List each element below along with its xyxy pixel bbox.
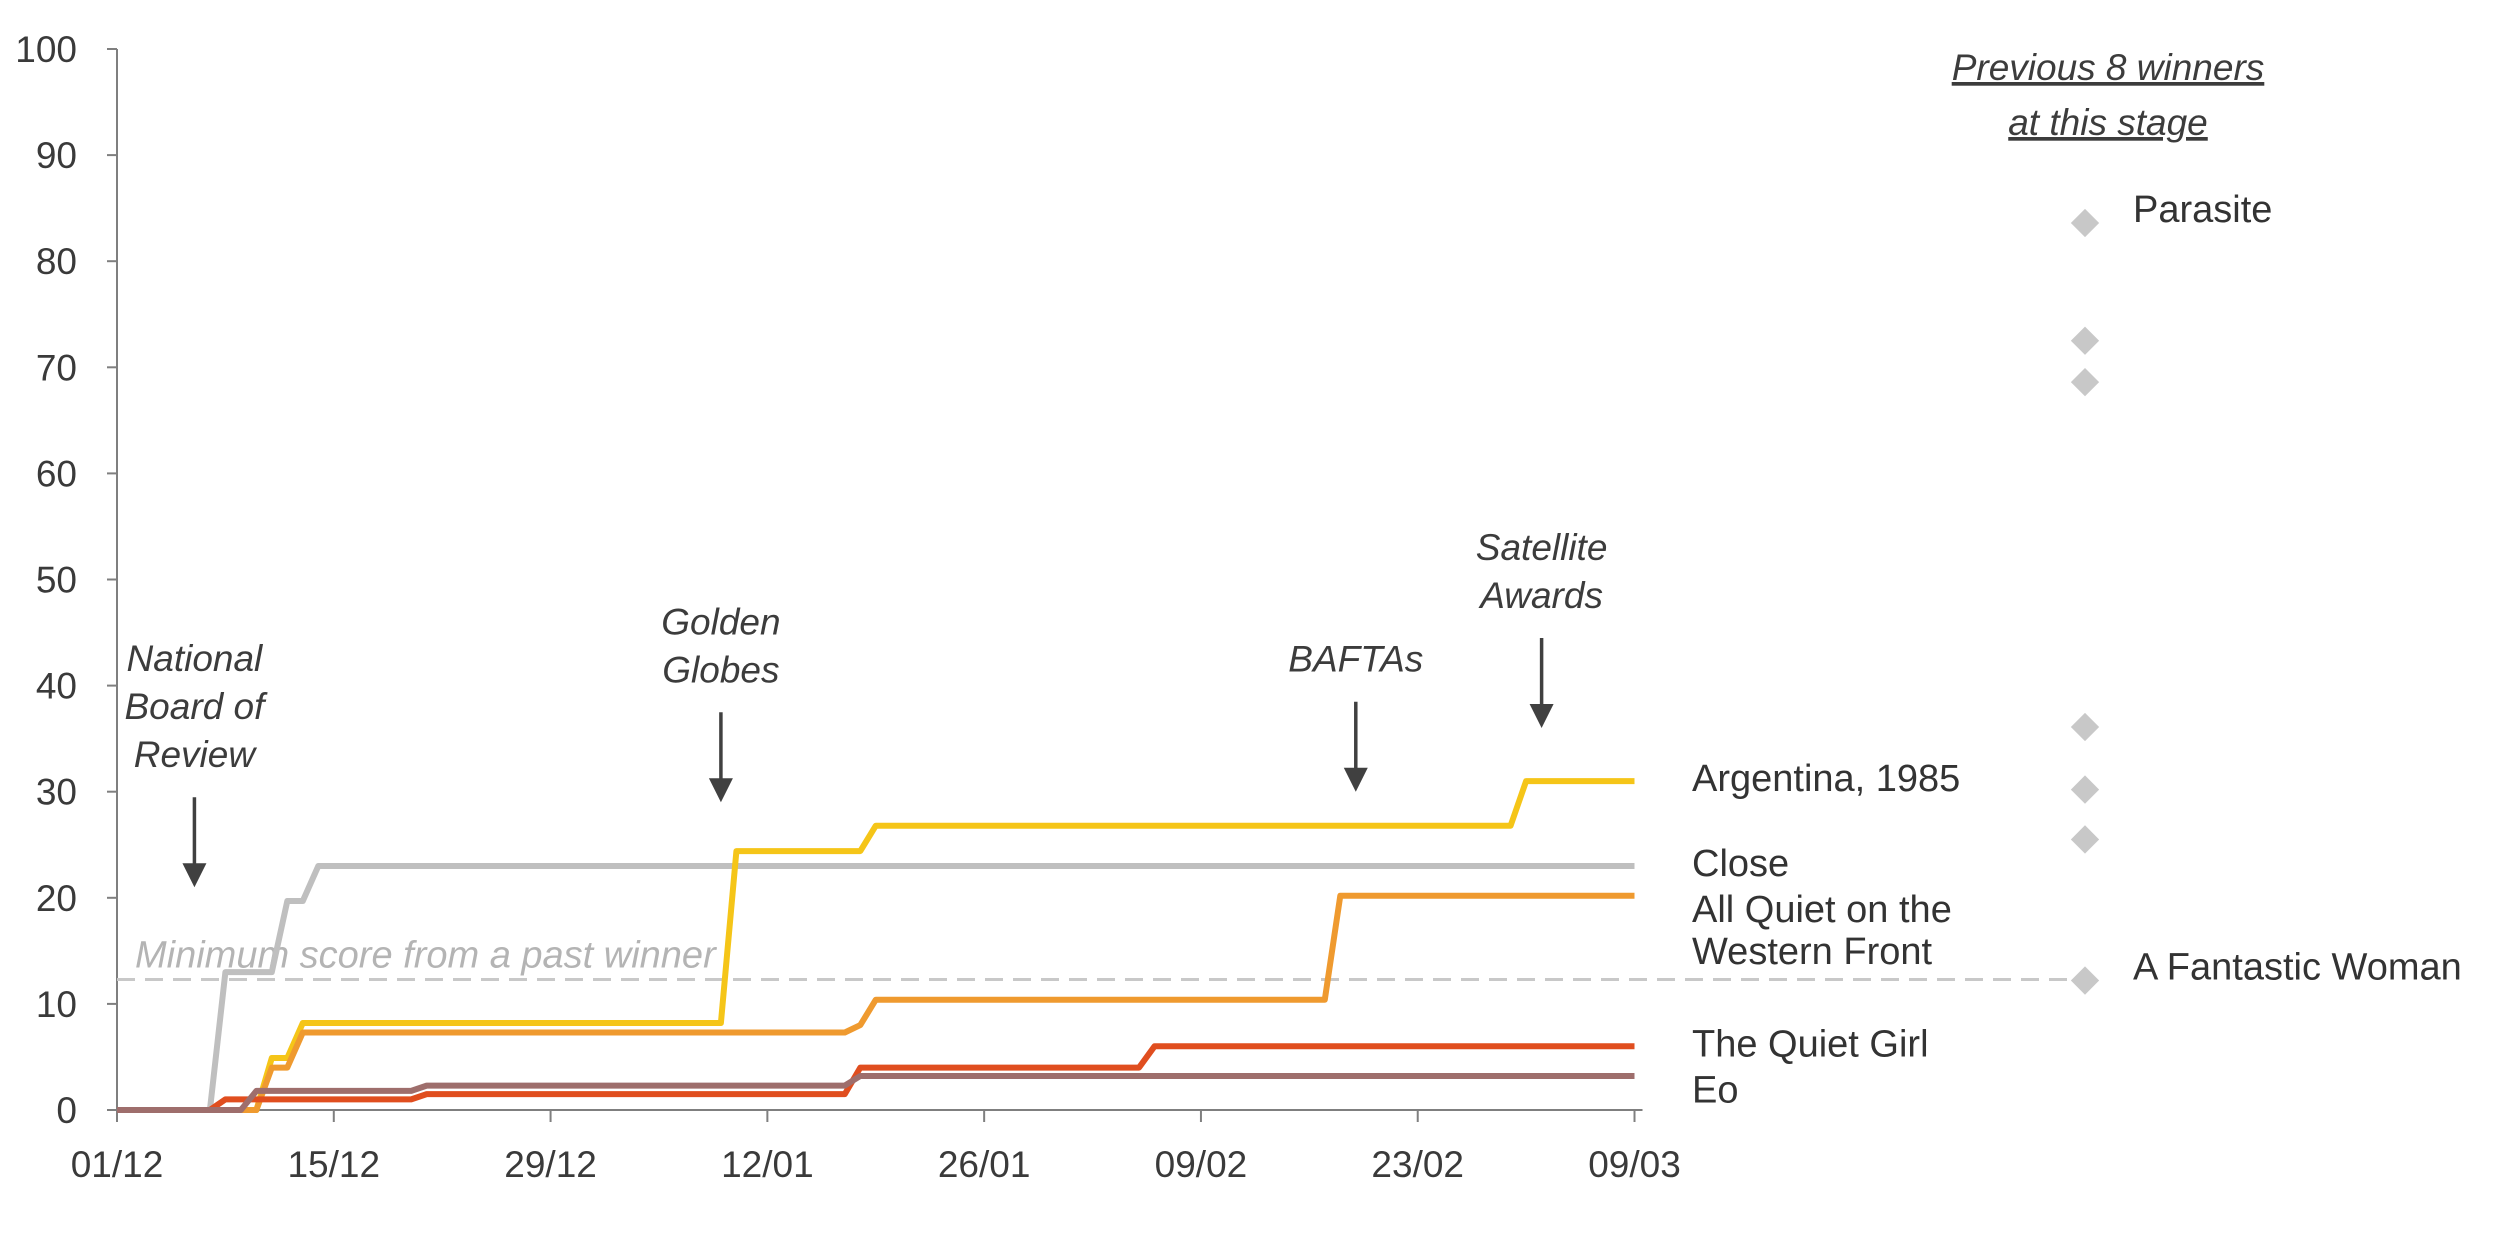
y-tick-label: 80 [36,241,77,282]
y-tick-label: 50 [36,560,77,601]
event-label: Review [134,734,258,775]
event-arrow-head [1343,767,1368,792]
series-line [117,892,1635,1113]
event-arrow-head [182,863,207,888]
x-tick-label: 29/12 [504,1144,597,1185]
y-tick-label: 60 [36,453,77,494]
previous-winner-point [2070,825,2100,854]
event-label: National [127,638,265,679]
event-label: Satellite [1476,527,1608,568]
previous-winner-label: Parasite [2133,189,2272,231]
series-group [117,778,1635,1113]
previous-winner-label: A Fantastic Woman [2133,947,2462,989]
x-tick-label: 12/01 [721,1144,814,1185]
x-tick-label: 09/02 [1155,1144,1248,1185]
x-tick-label: 23/02 [1371,1144,1464,1185]
event-label: Golden [661,601,780,642]
previous-winner-point [2070,326,2100,355]
previous-winners-title: at this stage [2008,102,2208,143]
reference-line-label: Minimum score from a past winner [135,934,717,976]
event-arrow-head [1529,704,1554,729]
y-tick-label: 40 [36,666,77,707]
previous-winner-point [2070,966,2100,995]
annotations: National Board of Review Golden Globes BAFTAs… [124,527,1608,888]
previous-winner-point [2070,368,2100,397]
series-label: Close [1692,843,1789,885]
x-tick-label: 15/12 [287,1144,380,1185]
y-tick-label: 30 [36,772,77,813]
event-arrow-head [708,778,733,803]
y-tick-label: 0 [56,1090,77,1131]
event-label: BAFTAs [1288,639,1423,680]
series-label: Argentina, 1985 [1692,758,1960,800]
x-tick-label: 26/01 [938,1144,1031,1185]
series-label: Western Front [1692,931,1932,973]
event-label: Board of [124,686,268,727]
y-tick-label: 90 [36,135,77,176]
previous-winner-point [2070,712,2100,742]
event-label: Awards [1478,575,1603,616]
previous-winners-panel: Previous 8 winners at this stage Parasite A… [1952,47,2462,995]
x-tick-label: 09/03 [1588,1144,1681,1185]
previous-winner-point [2070,775,2100,804]
series-label: All Quiet on the [1692,889,1952,931]
y-tick-label: 100 [15,29,77,70]
y-tick-label: 70 [36,347,77,388]
previous-winners-title: Previous 8 winners [1952,47,2265,88]
series-line [117,863,1635,1113]
series-line [117,1043,1635,1113]
series-label: The Quiet Girl [1692,1023,1929,1065]
previous-winner-point [2070,208,2100,238]
y-tick-label: 20 [36,878,77,919]
y-tick-label: 10 [36,984,77,1025]
event-label: Globes [662,649,779,690]
reference-line-group: Minimum score from a past winner [117,934,2085,981]
series-label: Eo [1692,1069,1738,1111]
series-line [117,1073,1635,1113]
x-tick-label: 01/12 [71,1144,164,1185]
axes: 0 10 20 30 40 50 60 70 80 90 100 01/12 15/12 29/12 12/… [15,29,1681,1185]
